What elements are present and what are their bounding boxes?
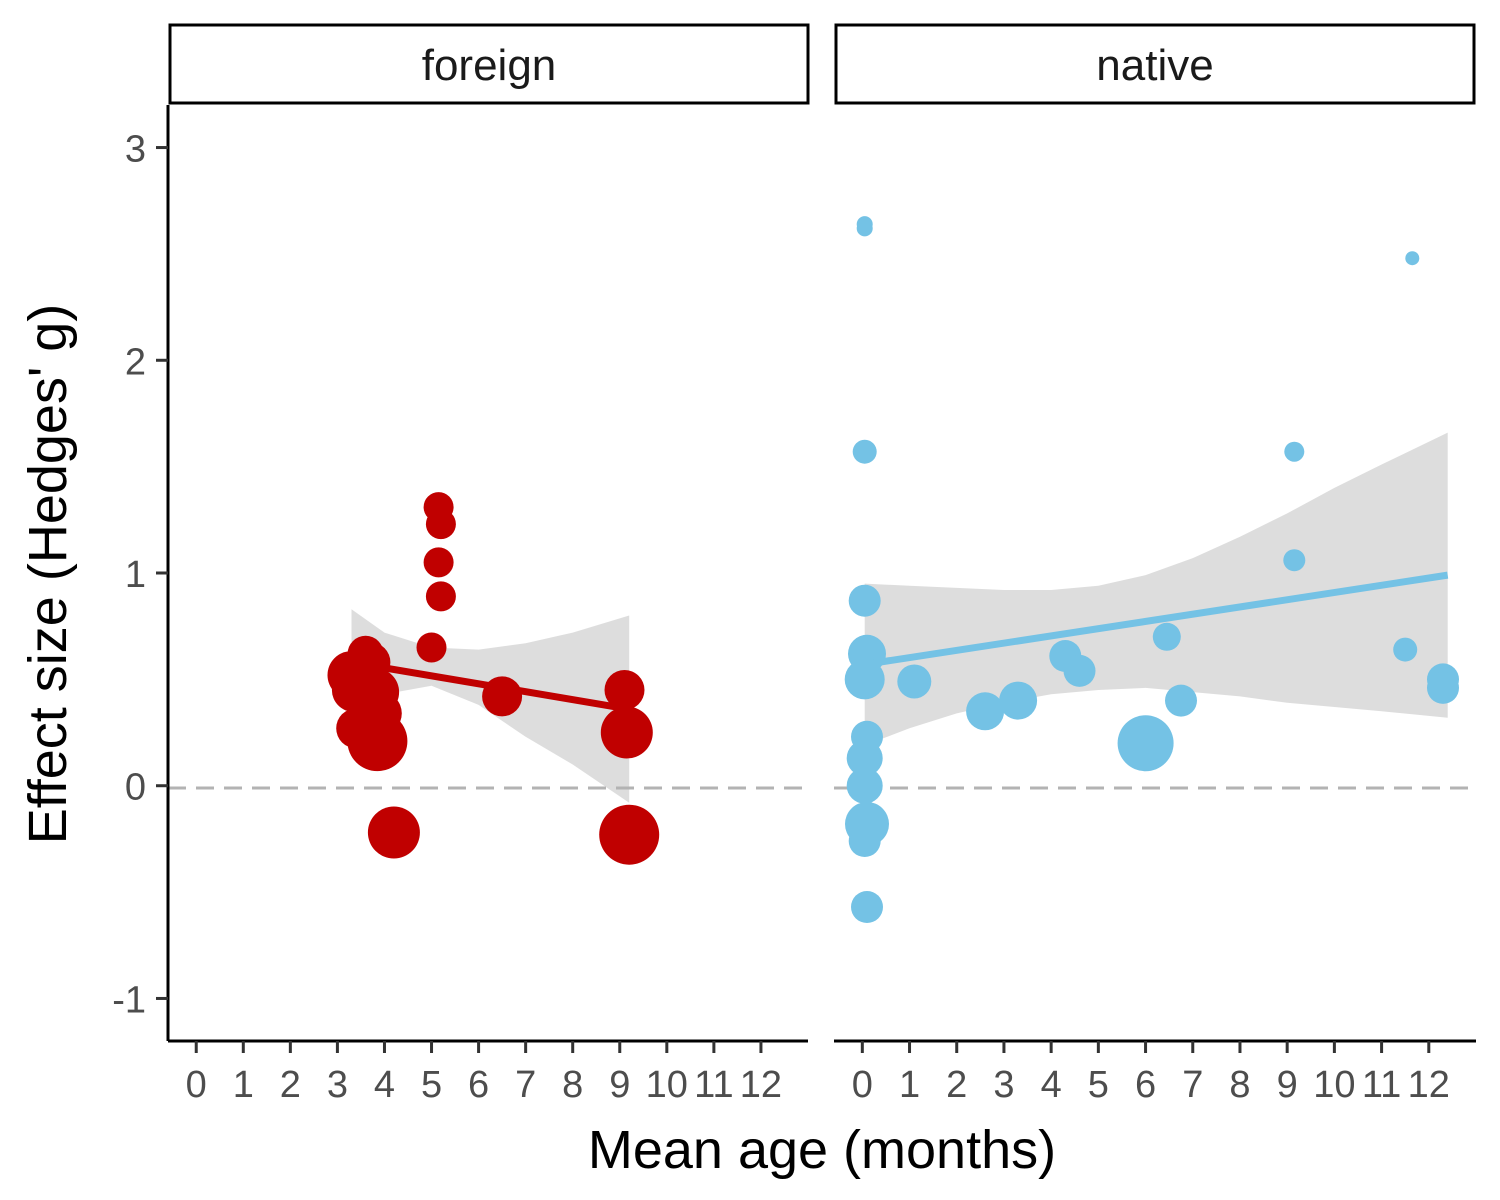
x-tick-label: 12 — [740, 1064, 782, 1106]
data-point — [897, 664, 932, 699]
data-point — [416, 632, 447, 663]
x-tick-label: 2 — [946, 1064, 967, 1106]
data-point — [1165, 684, 1197, 717]
x-tick-label: 1 — [899, 1064, 920, 1106]
data-point — [599, 804, 660, 865]
data-point — [999, 681, 1038, 720]
data-point — [367, 806, 420, 859]
data-point — [1117, 715, 1174, 772]
y-tick-label: 2 — [125, 341, 146, 383]
y-tick-label: 3 — [125, 129, 146, 171]
data-point — [846, 740, 883, 777]
data-point — [966, 692, 1005, 731]
data-point — [844, 659, 885, 700]
confidence-band — [864, 432, 1448, 746]
points-layer-native — [844, 216, 1459, 923]
x-axis-title: Mean age (months) — [588, 1120, 1056, 1180]
data-point — [600, 706, 653, 759]
x-tick-label: 7 — [515, 1064, 536, 1106]
y-axis-title: Effect size (Hedges' g) — [18, 304, 78, 845]
x-tick-label: 9 — [1277, 1064, 1298, 1106]
strip-foreign — [168, 23, 810, 105]
data-point — [1284, 441, 1305, 462]
x-tick-label: 2 — [280, 1064, 301, 1106]
x-tick-label: 9 — [609, 1064, 630, 1106]
x-tick-label: 7 — [1182, 1064, 1203, 1106]
data-point — [846, 767, 883, 804]
panel-native: native 0 1 2 3 4 5 6 7 8 9 10 11 12 — [834, 23, 1476, 1106]
data-point — [423, 547, 454, 578]
trend-layer-foreign — [350, 658, 630, 713]
data-point — [425, 581, 456, 612]
trend-layer-native — [864, 571, 1449, 668]
x-tick-label: 11 — [694, 1064, 733, 1106]
x-tick-label: 8 — [562, 1064, 583, 1106]
data-point — [425, 509, 456, 540]
data-point — [1393, 637, 1418, 662]
data-point — [851, 891, 883, 923]
x-tick-label: 10 — [646, 1064, 688, 1106]
x-tick-label: 4 — [1041, 1064, 1062, 1106]
data-point — [848, 825, 881, 857]
x-ticks-native: 0 1 2 3 4 5 6 7 8 9 10 11 12 — [852, 1041, 1450, 1106]
x-tick-label: 5 — [1088, 1064, 1109, 1106]
data-point — [1063, 654, 1096, 687]
x-tick-label: 12 — [1408, 1064, 1450, 1106]
strip-native — [834, 23, 1476, 105]
data-point — [1427, 671, 1459, 704]
data-point — [347, 711, 408, 772]
data-point — [1152, 622, 1181, 651]
trend-line — [864, 571, 1449, 668]
x-tick-label: 4 — [374, 1064, 395, 1106]
data-point — [1283, 549, 1306, 572]
y-ticks: -1 0 1 2 3 — [112, 129, 168, 1021]
x-tick-label: 0 — [852, 1064, 873, 1106]
x-tick-label: 11 — [1362, 1064, 1401, 1106]
x-tick-label: 1 — [233, 1064, 254, 1106]
data-point — [1405, 251, 1420, 266]
ribbon-layer-native — [864, 432, 1448, 746]
data-point — [848, 584, 881, 617]
x-tick-label: 5 — [421, 1064, 442, 1106]
strip-label-foreign: foreign — [422, 41, 557, 90]
x-tick-label: 8 — [1229, 1064, 1250, 1106]
x-tick-label: 0 — [186, 1064, 207, 1106]
data-point — [856, 220, 873, 237]
strip-label-native: native — [1096, 41, 1213, 90]
y-tick-label: 1 — [125, 554, 146, 596]
x-tick-label: 10 — [1313, 1064, 1355, 1106]
x-tick-label: 3 — [993, 1064, 1014, 1106]
y-tick-label: 0 — [125, 767, 146, 809]
data-point — [604, 670, 645, 710]
x-tick-label: 6 — [1135, 1064, 1156, 1106]
x-ticks-foreign: 0 1 2 3 4 5 6 7 8 9 10 11 12 — [186, 1041, 782, 1106]
panel-foreign: foreign 0 1 2 3 4 5 6 7 8 9 10 11 12 — [168, 23, 810, 1106]
data-point — [852, 439, 877, 464]
x-tick-label: 3 — [327, 1064, 348, 1106]
y-tick-label: -1 — [112, 979, 146, 1021]
trend-line — [350, 658, 630, 713]
x-tick-label: 6 — [468, 1064, 489, 1106]
